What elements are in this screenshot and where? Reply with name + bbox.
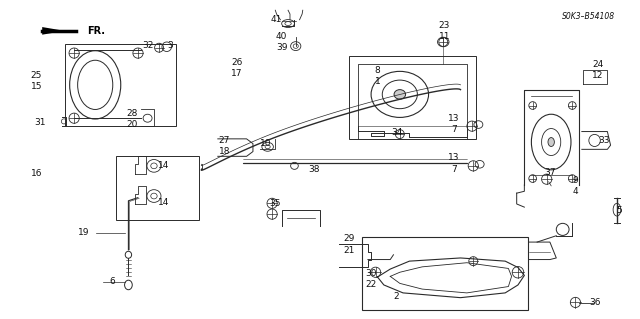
Text: 25: 25 (31, 71, 42, 80)
Bar (362, 237, 527, 310)
Text: 18: 18 (218, 147, 230, 156)
Text: 24: 24 (592, 60, 604, 69)
Text: 7: 7 (451, 165, 457, 174)
Text: 41: 41 (271, 15, 282, 24)
Text: 7: 7 (451, 125, 457, 134)
Bar (65, 44, 176, 126)
Text: 10: 10 (260, 139, 271, 148)
Text: FR.: FR. (87, 26, 105, 35)
Text: 20: 20 (126, 120, 138, 129)
Text: 38: 38 (308, 165, 319, 174)
Text: 14: 14 (158, 198, 169, 207)
Text: 15: 15 (31, 82, 42, 91)
Text: 3: 3 (167, 41, 173, 50)
Text: 29: 29 (343, 234, 355, 243)
Text: 34: 34 (391, 128, 403, 137)
Text: 11: 11 (439, 32, 451, 41)
Text: 40: 40 (276, 32, 287, 41)
Text: 13: 13 (449, 153, 460, 162)
Text: 16: 16 (31, 169, 42, 178)
Text: 1: 1 (374, 77, 380, 86)
Text: S0K3–B54108: S0K3–B54108 (562, 12, 615, 21)
Text: 27: 27 (218, 136, 230, 145)
Bar (116, 156, 198, 220)
Text: 35: 35 (269, 199, 281, 208)
Text: 39: 39 (276, 43, 287, 52)
Text: 33: 33 (598, 136, 610, 145)
Text: 14: 14 (158, 161, 169, 170)
Text: 31: 31 (35, 118, 46, 128)
Text: 12: 12 (592, 71, 604, 80)
Text: 22: 22 (365, 280, 377, 289)
Text: 8: 8 (374, 66, 380, 75)
Ellipse shape (548, 137, 554, 146)
Text: 23: 23 (439, 21, 450, 30)
Text: 2: 2 (394, 292, 399, 300)
Polygon shape (42, 27, 65, 35)
Text: 21: 21 (343, 246, 355, 255)
Text: 13: 13 (449, 114, 460, 123)
Text: 30: 30 (365, 269, 377, 278)
Text: 36: 36 (589, 298, 600, 307)
Text: 37: 37 (544, 168, 556, 177)
Text: 9: 9 (573, 176, 579, 185)
Ellipse shape (394, 90, 406, 99)
Text: 5: 5 (616, 206, 621, 215)
Text: 26: 26 (231, 58, 243, 67)
Text: 28: 28 (126, 109, 138, 118)
Text: 4: 4 (573, 187, 579, 196)
Text: 19: 19 (78, 228, 90, 237)
Text: 17: 17 (231, 69, 243, 78)
Bar (349, 56, 476, 139)
Text: 6: 6 (109, 277, 115, 286)
Text: 32: 32 (142, 41, 153, 50)
